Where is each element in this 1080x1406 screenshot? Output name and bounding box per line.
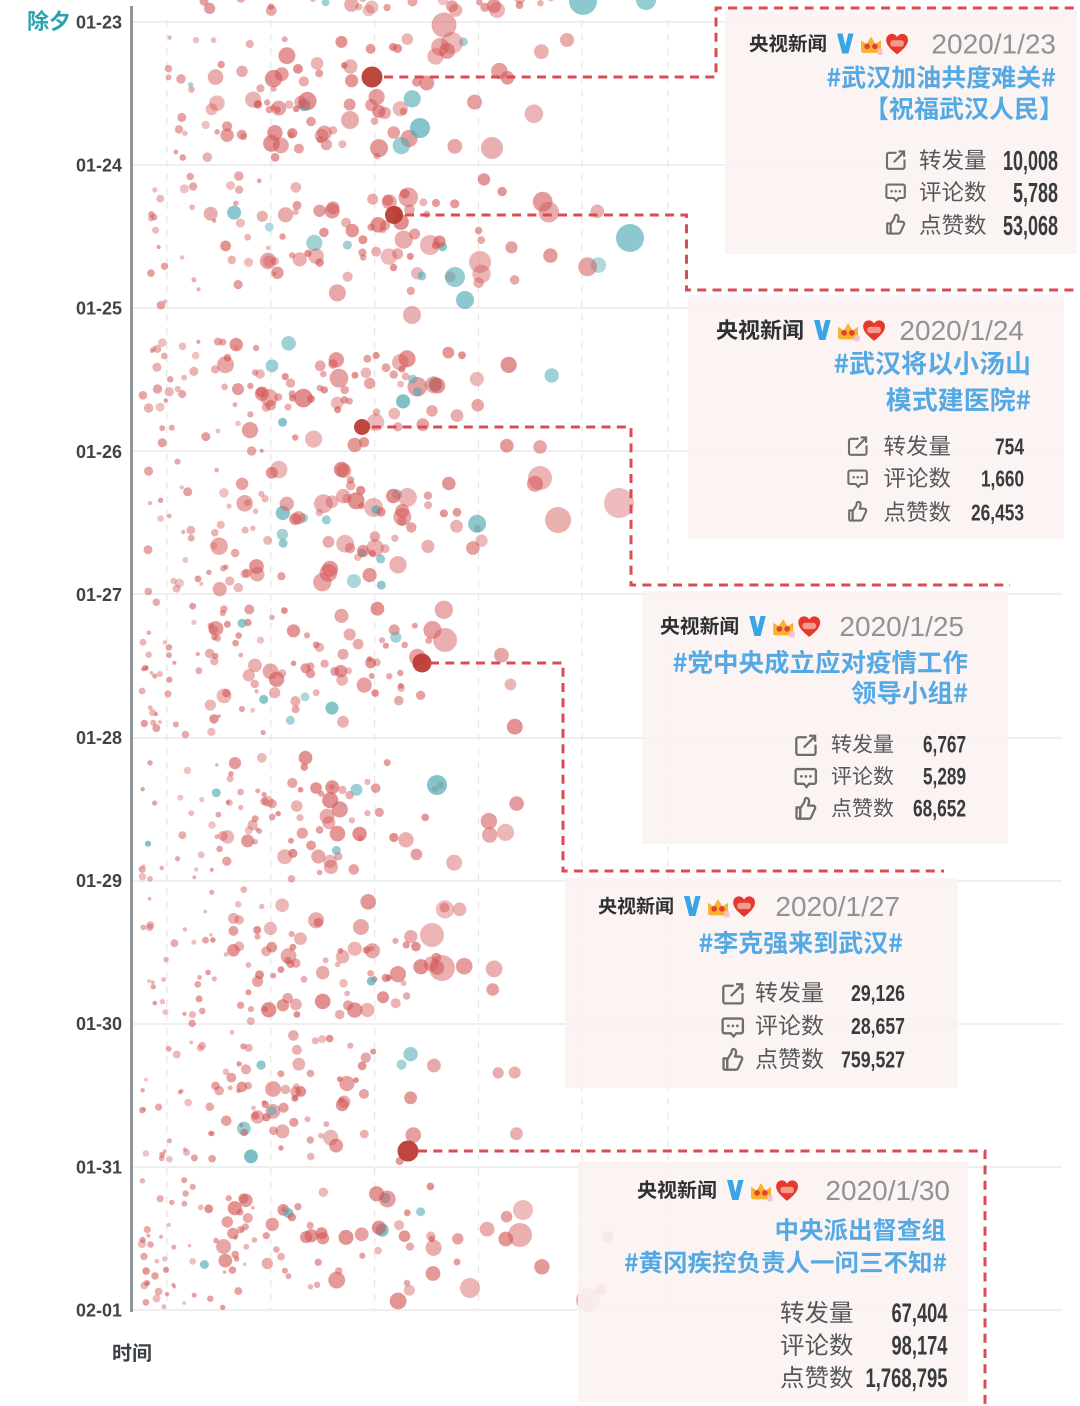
svg-text:1,660: 1,660 — [981, 465, 1024, 491]
svg-text:28,657: 28,657 — [851, 1013, 905, 1039]
svg-text:2020/1/27: 2020/1/27 — [775, 891, 900, 922]
svg-text:10,008: 10,008 — [1003, 145, 1058, 176]
svg-text:01-30: 01-30 — [76, 1014, 122, 1034]
svg-text:67,404: 67,404 — [892, 1298, 948, 1328]
svg-text:01-25: 01-25 — [76, 299, 122, 319]
svg-text:2020/1/23: 2020/1/23 — [931, 29, 1056, 60]
svg-text:2020/1/24: 2020/1/24 — [899, 315, 1024, 346]
svg-text:2020/1/25: 2020/1/25 — [839, 611, 964, 642]
svg-text:98,174: 98,174 — [892, 1331, 948, 1361]
svg-text:01-29: 01-29 — [76, 871, 122, 891]
svg-text:01-24: 01-24 — [76, 156, 122, 176]
svg-text:2020/1/30: 2020/1/30 — [825, 1175, 950, 1206]
svg-text:68,652: 68,652 — [913, 796, 966, 823]
svg-text:01-28: 01-28 — [76, 728, 122, 748]
svg-text:5,289: 5,289 — [923, 764, 966, 791]
svg-text:53,068: 53,068 — [1003, 210, 1058, 241]
svg-text:01-27: 01-27 — [76, 585, 122, 605]
svg-text:01-26: 01-26 — [76, 442, 122, 462]
svg-text:01-31: 01-31 — [76, 1157, 122, 1177]
svg-text:759,527: 759,527 — [841, 1047, 905, 1073]
svg-text:02-01: 02-01 — [76, 1300, 122, 1320]
svg-text:5,788: 5,788 — [1013, 177, 1058, 208]
svg-text:1,768,795: 1,768,795 — [866, 1363, 948, 1393]
svg-text:6,767: 6,767 — [923, 732, 966, 759]
svg-text:01-23: 01-23 — [76, 13, 122, 33]
svg-text:29,126: 29,126 — [851, 980, 905, 1006]
svg-text:26,453: 26,453 — [971, 499, 1024, 525]
svg-text:754: 754 — [995, 433, 1024, 459]
